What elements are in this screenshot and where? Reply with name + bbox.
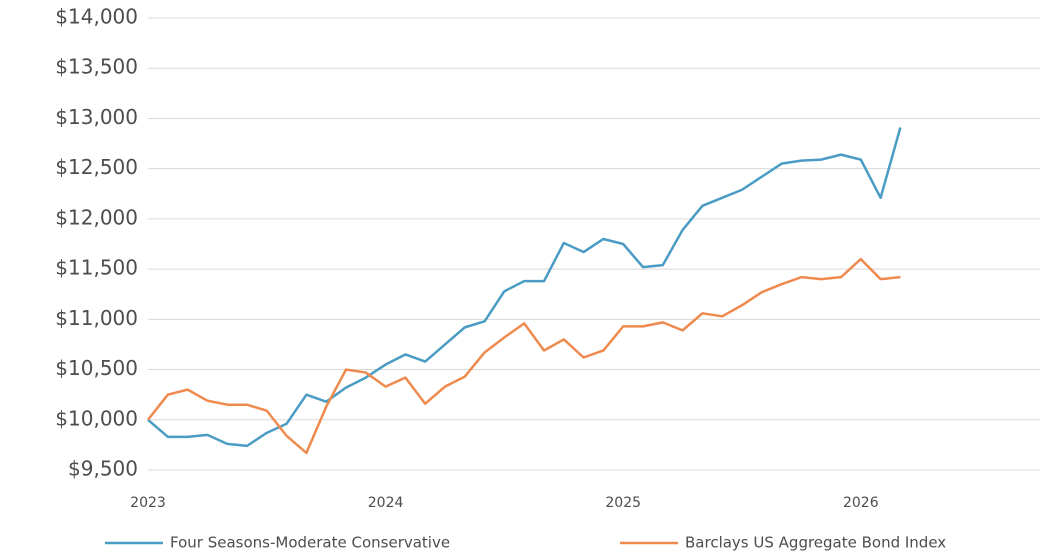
- x-tick-label: 2024: [368, 495, 404, 511]
- y-tick-label: $12,000: [55, 205, 138, 229]
- series-line: [147, 257, 901, 455]
- y-tick-label: $9,500: [68, 457, 138, 481]
- y-tick-label: $12,500: [55, 155, 138, 179]
- x-tick-label: 2026: [843, 495, 879, 511]
- series-line: [147, 127, 902, 448]
- x-tick-label: 2025: [605, 495, 641, 511]
- y-tick-label: $11,500: [55, 256, 138, 280]
- y-tick-label: $11,000: [55, 306, 138, 330]
- y-tick-label: $13,000: [55, 105, 138, 129]
- legend-label: Barclays US Aggregate Bond Index: [685, 534, 946, 552]
- y-tick-label: $14,000: [55, 5, 138, 29]
- y-tick-label: $13,500: [55, 55, 138, 79]
- y-tick-label: $10,000: [55, 406, 138, 430]
- x-tick-label: 2023: [130, 495, 166, 511]
- legend-label: Four Seasons-Moderate Conservative: [170, 534, 450, 552]
- y-tick-label: $10,500: [55, 356, 138, 380]
